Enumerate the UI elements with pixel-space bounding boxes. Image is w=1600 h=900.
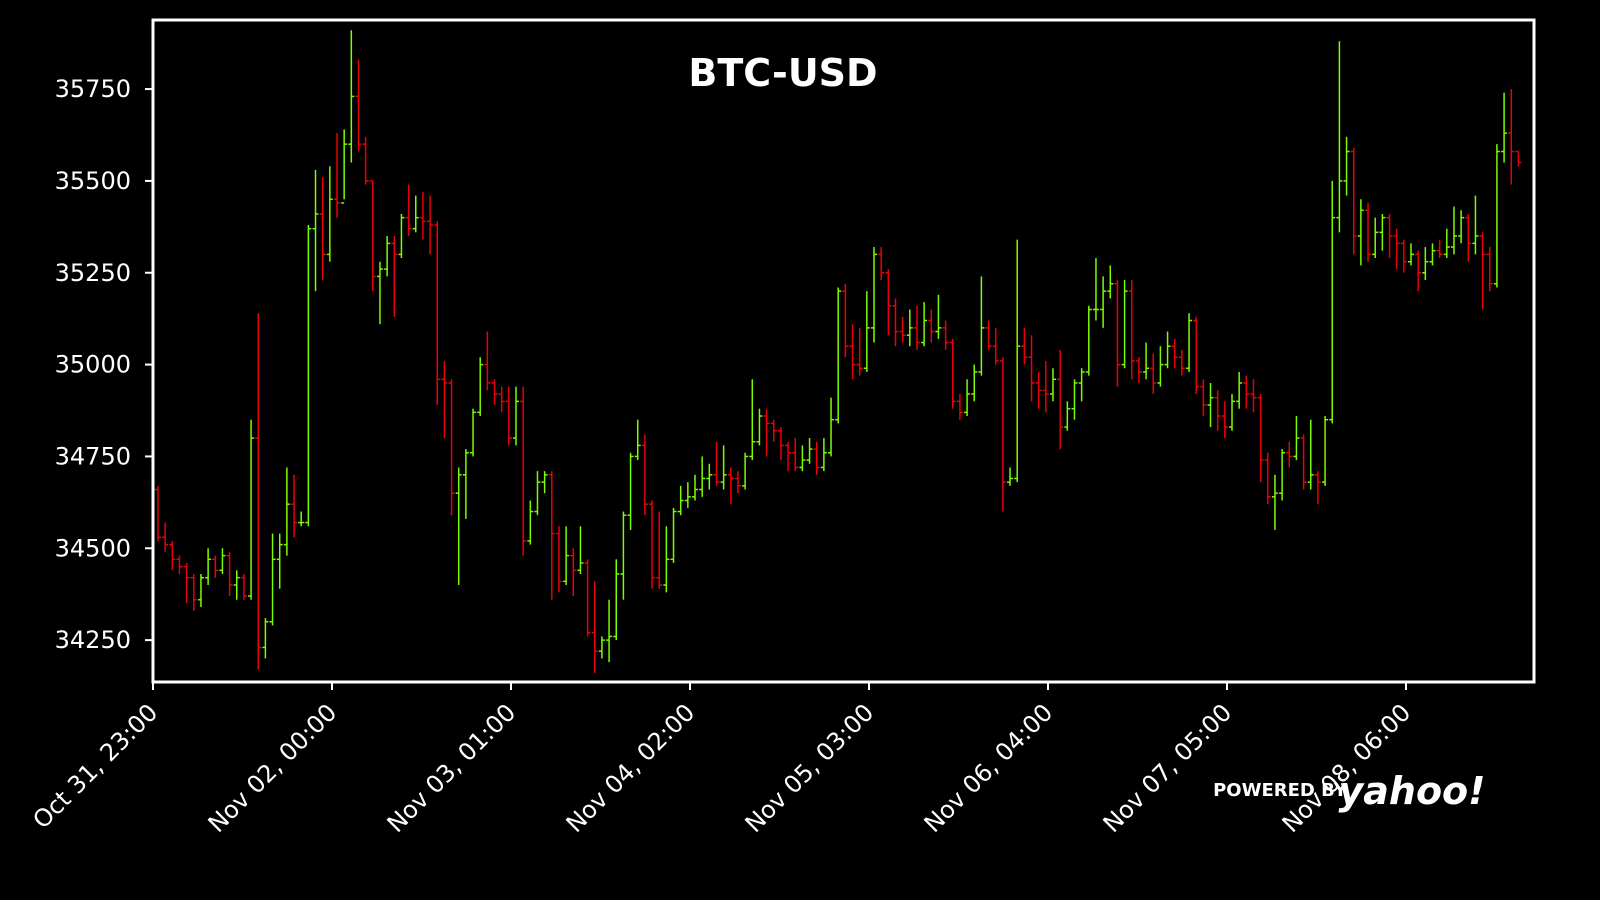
y-tick-label: 35000 xyxy=(55,351,131,379)
y-tick-label: 35750 xyxy=(55,75,131,103)
chart-title: BTC-USD xyxy=(688,51,877,95)
plot-frame xyxy=(151,18,1536,684)
y-tick-label: 35250 xyxy=(55,259,131,287)
y-tick-label: 34250 xyxy=(55,626,131,654)
watermark: POWERED BY xyxy=(1213,780,1348,801)
y-tick-label: 35500 xyxy=(55,167,131,195)
y-tick-label: 34750 xyxy=(55,442,131,470)
y-tick-label: 34500 xyxy=(55,534,131,562)
watermark-brand: yahoo! xyxy=(1338,769,1485,813)
